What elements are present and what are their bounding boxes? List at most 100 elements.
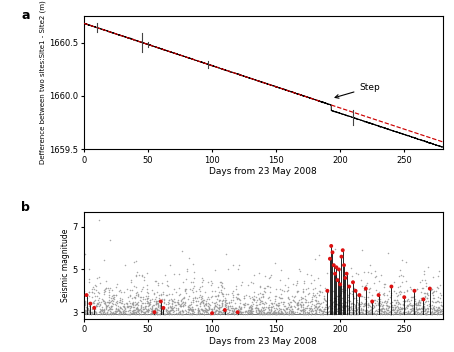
Point bbox=[415, 299, 423, 305]
Point bbox=[247, 309, 254, 315]
Point bbox=[334, 302, 341, 308]
Point bbox=[127, 311, 134, 316]
Point bbox=[438, 308, 445, 314]
Point bbox=[118, 297, 126, 302]
Point bbox=[364, 270, 371, 275]
Point bbox=[312, 308, 320, 313]
Point bbox=[316, 288, 323, 294]
Point bbox=[207, 278, 214, 284]
Point bbox=[165, 310, 172, 315]
Point bbox=[212, 294, 219, 299]
Point bbox=[347, 312, 355, 317]
Point bbox=[396, 304, 404, 309]
Point bbox=[259, 311, 266, 317]
Point bbox=[256, 283, 263, 289]
Point bbox=[413, 309, 420, 315]
Point bbox=[383, 306, 390, 312]
Point bbox=[146, 302, 153, 308]
Point bbox=[339, 247, 346, 253]
Point bbox=[375, 296, 382, 302]
Point bbox=[356, 311, 363, 316]
Point bbox=[411, 288, 418, 294]
Point bbox=[245, 293, 252, 299]
Point bbox=[347, 311, 355, 316]
Point bbox=[328, 302, 336, 307]
Point bbox=[161, 311, 168, 316]
Point bbox=[351, 310, 358, 315]
Point bbox=[102, 306, 109, 312]
Point bbox=[159, 309, 166, 315]
Point bbox=[230, 307, 237, 313]
Point bbox=[178, 300, 186, 306]
Point bbox=[415, 303, 422, 308]
Point bbox=[229, 308, 237, 314]
Point bbox=[311, 307, 319, 313]
Point bbox=[382, 300, 390, 306]
Point bbox=[259, 308, 266, 313]
Point bbox=[410, 306, 418, 312]
Point bbox=[417, 299, 424, 305]
Point bbox=[131, 294, 138, 300]
Point bbox=[177, 311, 184, 317]
Point bbox=[341, 307, 348, 313]
Point bbox=[133, 305, 141, 311]
Point bbox=[360, 301, 368, 307]
Point bbox=[380, 310, 388, 315]
Point bbox=[96, 308, 104, 314]
Point bbox=[412, 304, 419, 310]
Point bbox=[166, 308, 173, 313]
Point bbox=[157, 291, 164, 296]
Point bbox=[410, 306, 417, 311]
Point bbox=[420, 268, 428, 274]
Point bbox=[205, 296, 212, 302]
Point bbox=[410, 306, 417, 311]
Point bbox=[427, 287, 434, 293]
Point bbox=[119, 308, 126, 314]
Point bbox=[398, 305, 405, 311]
Point bbox=[339, 304, 346, 310]
Point bbox=[391, 309, 398, 314]
Point bbox=[339, 310, 346, 316]
Point bbox=[345, 305, 353, 311]
Point bbox=[248, 311, 256, 317]
Point bbox=[370, 280, 377, 285]
Point bbox=[85, 307, 92, 313]
Point bbox=[371, 269, 378, 274]
Point bbox=[169, 308, 176, 313]
Point bbox=[149, 296, 156, 302]
Point bbox=[114, 300, 121, 306]
Point bbox=[428, 306, 435, 311]
Point bbox=[385, 310, 392, 316]
Point bbox=[227, 306, 235, 311]
Point bbox=[181, 287, 188, 292]
Point bbox=[298, 295, 306, 301]
Point bbox=[300, 302, 307, 308]
Point bbox=[84, 309, 91, 315]
Point bbox=[151, 309, 158, 315]
Point bbox=[371, 300, 379, 306]
Point bbox=[316, 308, 323, 313]
Point bbox=[350, 309, 358, 315]
Point bbox=[386, 311, 393, 317]
Point bbox=[290, 309, 297, 314]
Point bbox=[354, 304, 361, 309]
Point bbox=[144, 309, 152, 315]
Point bbox=[87, 309, 94, 315]
Point bbox=[264, 309, 271, 315]
Point bbox=[216, 302, 223, 308]
Point bbox=[213, 311, 221, 317]
Point bbox=[198, 279, 206, 285]
Point bbox=[321, 308, 328, 314]
Point bbox=[243, 293, 250, 298]
Point bbox=[220, 309, 227, 315]
Point bbox=[355, 302, 363, 307]
Point bbox=[332, 297, 339, 303]
Point bbox=[393, 303, 400, 309]
Point bbox=[276, 311, 283, 317]
Point bbox=[330, 304, 337, 309]
Point bbox=[362, 282, 370, 288]
Point bbox=[412, 309, 419, 314]
Point bbox=[194, 305, 201, 311]
Point bbox=[108, 303, 115, 309]
Point bbox=[355, 309, 362, 315]
